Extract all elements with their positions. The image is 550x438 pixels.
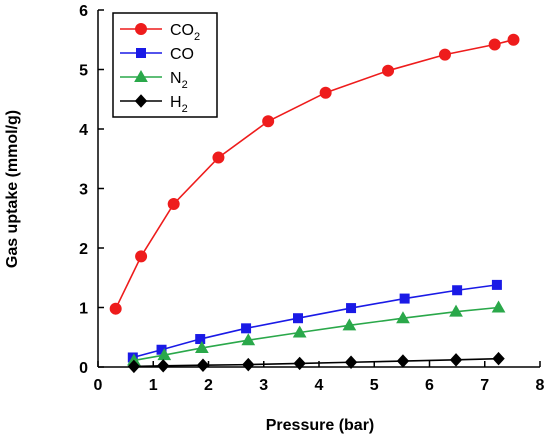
legend-marker	[136, 48, 146, 58]
data-point	[507, 33, 520, 46]
series-line	[132, 284, 498, 359]
data-point	[449, 304, 463, 317]
data-point	[292, 325, 307, 338]
legend-label: CO2	[170, 22, 200, 43]
data-point	[196, 358, 210, 372]
legend-marker	[134, 69, 148, 82]
x-axis-title: Pressure (bar)	[266, 417, 375, 434]
legend-marker	[134, 94, 148, 108]
data-point	[396, 354, 410, 368]
data-point	[438, 48, 451, 61]
legend-label-main: N	[170, 70, 182, 87]
data-point	[195, 340, 209, 353]
data-point	[449, 353, 463, 367]
y-tick-label: 3	[79, 182, 88, 199]
data-point	[212, 151, 225, 164]
data-point	[342, 318, 357, 331]
data-point	[399, 293, 410, 304]
series-line	[114, 38, 514, 310]
data-point	[195, 334, 206, 345]
x-tick-label: 5	[370, 377, 379, 394]
y-tick-label: 1	[79, 301, 88, 318]
data-point	[492, 351, 505, 366]
data-point	[109, 302, 122, 315]
legend-label-main: H	[170, 94, 182, 111]
legend-item: H2	[120, 94, 188, 115]
data-point	[488, 38, 501, 51]
data-point	[346, 303, 357, 314]
data-point	[382, 64, 395, 77]
data-point	[396, 311, 410, 324]
legend-box	[112, 12, 218, 118]
x-tick-label: 2	[204, 377, 213, 394]
data-point	[135, 250, 148, 263]
data-point	[241, 333, 256, 346]
series-co2	[109, 33, 520, 315]
data-point	[491, 300, 506, 313]
data-point	[262, 115, 275, 128]
data-point	[344, 355, 358, 369]
series-n2	[127, 300, 506, 366]
series-h2	[127, 351, 505, 374]
x-tick-label: 0	[94, 377, 103, 394]
series-co	[127, 279, 502, 363]
legend-label-subscript: 2	[194, 31, 200, 43]
x-tick-label: 7	[480, 377, 489, 394]
data-point	[167, 197, 180, 210]
y-tick-label: 5	[79, 63, 88, 80]
data-point	[157, 359, 170, 373]
x-tick-label: 8	[536, 377, 545, 394]
data-point	[242, 357, 255, 372]
y-tick-label: 0	[79, 360, 88, 377]
x-tick-label: 1	[149, 377, 158, 394]
data-point	[293, 313, 304, 324]
legend-label-subscript: 2	[182, 103, 188, 115]
legend-label-subscript: 2	[182, 79, 188, 91]
data-point	[491, 279, 502, 290]
legend-item: CO	[120, 46, 194, 63]
x-tick-label: 4	[315, 377, 324, 394]
legend-item: CO2	[120, 22, 200, 43]
legend-marker	[135, 23, 147, 35]
legend-label-main: CO	[170, 46, 194, 63]
y-tick-label: 6	[79, 3, 88, 20]
legend-label: CO	[170, 46, 194, 63]
legend-label: H2	[170, 94, 188, 115]
x-tick-label: 6	[425, 377, 434, 394]
data-point	[157, 348, 172, 361]
data-point	[241, 323, 252, 334]
y-tick-label: 4	[79, 122, 88, 139]
legend-label: N2	[170, 70, 188, 91]
data-point	[452, 285, 463, 296]
series-line	[133, 357, 499, 368]
legend-label-main: CO	[170, 22, 194, 39]
x-tick-label: 3	[259, 377, 268, 394]
y-tick-label: 2	[79, 241, 88, 258]
plot-area	[109, 33, 520, 374]
axes: 0 1 2 3 4 5 6 7 8 0 1 2 3 4 5 6	[79, 3, 544, 394]
legend-item: N2	[120, 69, 188, 91]
data-point	[319, 86, 332, 99]
y-axis-title: Gas uptake (mmol/g)	[4, 110, 21, 268]
